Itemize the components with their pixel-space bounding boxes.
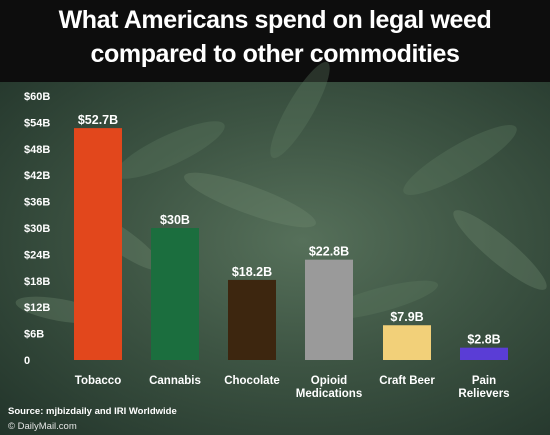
y-tick-label: $42B xyxy=(24,170,50,182)
y-tick-label: $36B xyxy=(24,197,50,209)
bar xyxy=(228,279,276,360)
leaf-shape xyxy=(115,121,225,179)
bar xyxy=(74,128,122,360)
y-tick-label: $6B xyxy=(24,329,44,341)
bar xyxy=(151,228,199,360)
bar-value-label: $52.7B xyxy=(78,113,118,127)
y-tick-label: $18B xyxy=(24,276,50,288)
bar-value-label: $30B xyxy=(160,213,190,227)
y-tick-label: 0 xyxy=(24,355,30,367)
y-tick-label: $54B xyxy=(24,117,50,129)
title-band: What Americans spend on legal weed compa… xyxy=(0,0,550,82)
leaf-shape xyxy=(270,61,330,159)
y-tick-label: $60B xyxy=(24,91,50,103)
bar-value-label: $22.8B xyxy=(309,245,349,259)
category-label: Chocolate xyxy=(224,375,280,387)
y-tick-label: $30B xyxy=(24,223,50,235)
bar-value-label: $18.2B xyxy=(232,265,272,279)
chart-title-line-1: What Americans spend on legal weed xyxy=(58,6,492,34)
bar-value-label: $7.9B xyxy=(390,310,423,324)
leaf-decoration xyxy=(15,61,547,324)
leaf-shape xyxy=(453,210,547,290)
y-tick-label: $48B xyxy=(24,144,50,156)
category-label: Opioid Medications xyxy=(296,375,362,400)
y-tick-label: $24B xyxy=(24,249,50,261)
category-label: Pain Relievers xyxy=(458,375,509,400)
bar xyxy=(383,325,431,360)
bar xyxy=(460,347,508,360)
category-label: Tobacco xyxy=(75,375,121,387)
category-label: Cannabis xyxy=(149,375,201,387)
category-label: Craft Beer xyxy=(379,375,435,387)
bar xyxy=(305,259,353,360)
chart-title-line-2: compared to other commodities xyxy=(90,40,460,68)
leaf-shape xyxy=(184,172,316,228)
bar-value-label: $2.8B xyxy=(467,333,500,347)
copyright-credit: © DailyMail.com xyxy=(8,421,77,432)
y-tick-label: $12B xyxy=(24,302,50,314)
leaf-shape xyxy=(403,125,517,195)
source-note: Source: mjbizdaily and IRI Worldwide xyxy=(8,406,177,417)
